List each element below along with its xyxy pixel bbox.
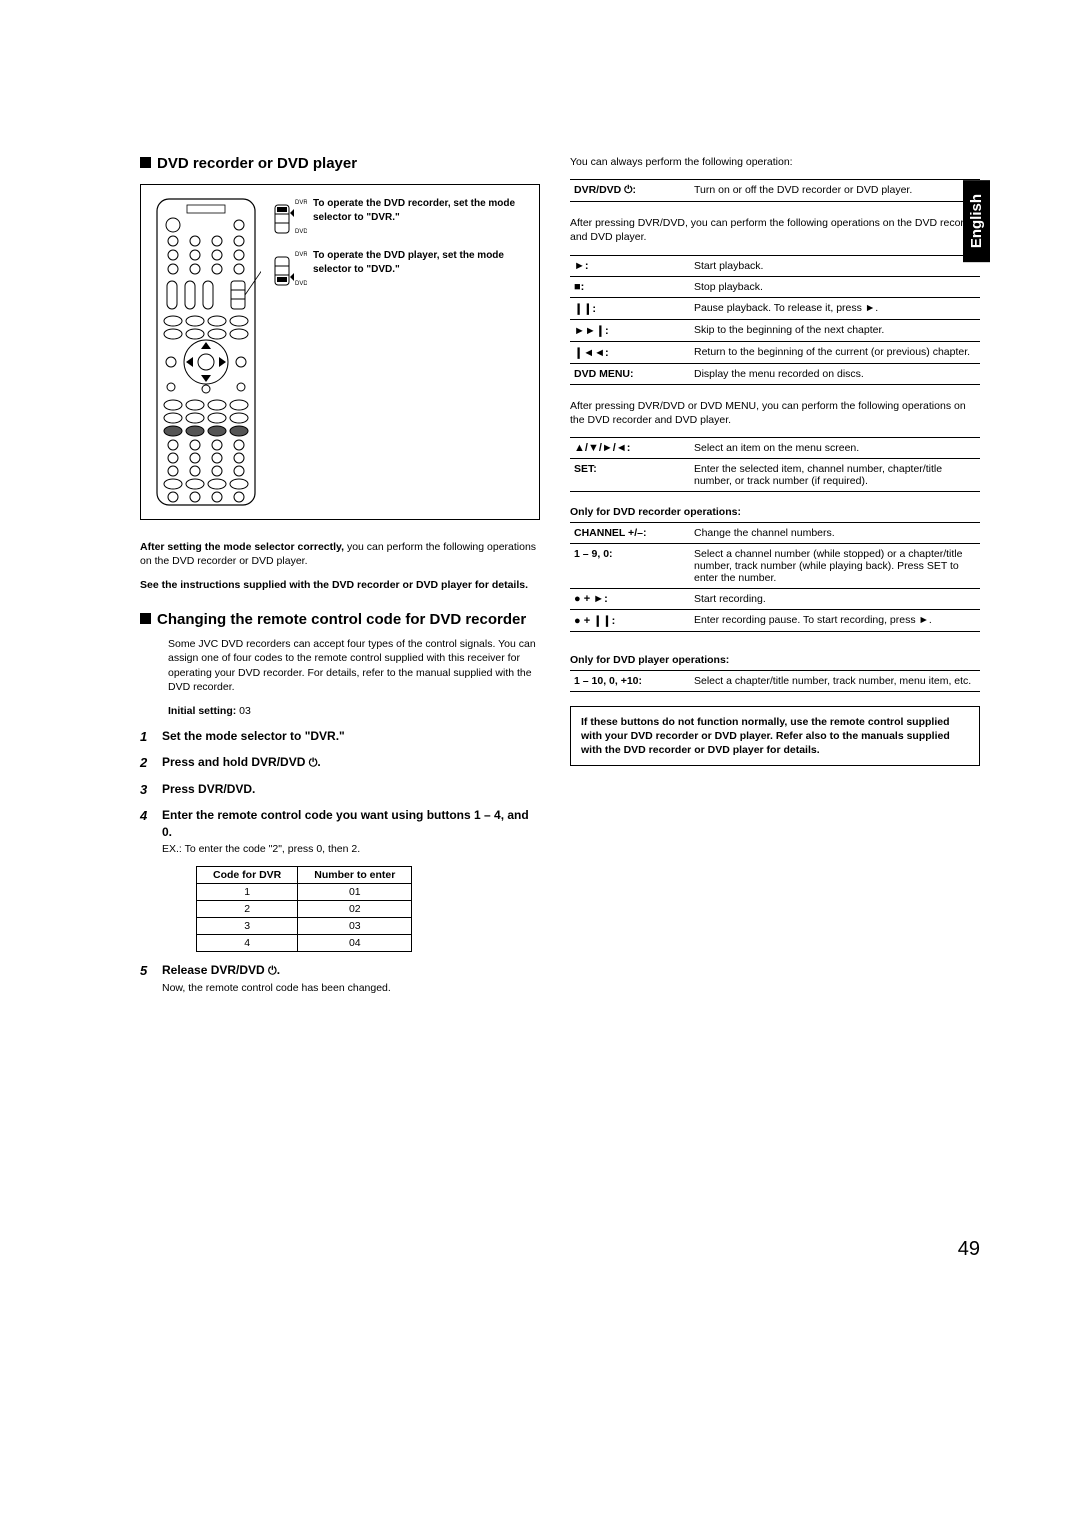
note-box: If these buttons do not function normall… xyxy=(570,706,980,767)
table-row: ● + ►:Start recording. xyxy=(570,588,980,609)
table-row: ❙❙:Pause playback. To release it, press … xyxy=(570,297,980,319)
selector-instruction-dvr: DVR DVD To operate the DVD recorder, set… xyxy=(271,197,529,235)
selector-instruction-dvd: DVR DVD To operate the DVD player, set t… xyxy=(271,249,529,287)
step-3: Press DVR/DVD. xyxy=(140,781,540,797)
code-table: Code for DVRNumber to enter 101 202 303 … xyxy=(196,866,412,952)
table-row: SET:Enter the selected item, channel num… xyxy=(570,458,980,491)
table-row: DVD MENU:Display the menu recorded on di… xyxy=(570,363,980,384)
after-press-text: After pressing DVR/DVD, you can perform … xyxy=(570,216,980,244)
left-column: DVD recorder or DVD player xyxy=(140,155,540,1005)
op-table-4: CHANNEL +/–:Change the channel numbers. … xyxy=(570,522,980,632)
table-row: 404 xyxy=(197,934,412,951)
page-number: 49 xyxy=(958,1238,980,1261)
op-table-2: ►:Start playback. ■:Stop playback. ❙❙:Pa… xyxy=(570,255,980,385)
section-title: DVD recorder or DVD player xyxy=(140,155,540,172)
intro-text: You can always perform the following ope… xyxy=(570,155,980,169)
svg-text:DVR: DVR xyxy=(295,200,307,206)
instruction-text-dvr: To operate the DVD recorder, set the mod… xyxy=(313,197,529,224)
table-row: DVR/DVD ⏻:Turn on or off the DVD recorde… xyxy=(570,180,980,202)
steps-list-cont: Release DVR/DVD ⏻. Now, the remote contr… xyxy=(140,962,540,995)
op-table-1: DVR/DVD ⏻:Turn on or off the DVD recorde… xyxy=(570,179,980,202)
remote-control-icon xyxy=(151,197,261,507)
steps-list: Set the mode selector to "DVR." Press an… xyxy=(140,728,540,856)
remote-instructions: DVR DVD To operate the DVD recorder, set… xyxy=(271,197,529,301)
selector-icon: DVR DVD xyxy=(271,249,307,287)
step-5-sub: Now, the remote control code has been ch… xyxy=(162,981,540,995)
step-4-sub: EX.: To enter the code "2", press 0, the… xyxy=(162,842,540,856)
initial-setting: Initial setting: 03 xyxy=(168,704,540,718)
table-row: 303 xyxy=(197,917,412,934)
remote-diagram-box: DVR DVD To operate the DVD recorder, set… xyxy=(140,184,540,520)
table-row: ● + ❙❙:Enter recording pause. To start r… xyxy=(570,609,980,631)
after-press-menu-text: After pressing DVR/DVD or DVD MENU, you … xyxy=(570,399,980,427)
instruction-text-dvd: To operate the DVD player, set the mode … xyxy=(313,249,529,276)
step-4: Enter the remote control code you want u… xyxy=(140,807,540,856)
change-code-body: Some JVC DVD recorders can accept four t… xyxy=(168,637,540,694)
only-dvd-head: Only for DVD player operations: xyxy=(570,654,980,666)
table-row: ▲/▼/►/◄:Select an item on the menu scree… xyxy=(570,437,980,458)
step-1: Set the mode selector to "DVR." xyxy=(140,728,540,744)
after-setting-text: After setting the mode selector correctl… xyxy=(140,540,540,568)
table-row: 1 – 10, 0, +10:Select a chapter/title nu… xyxy=(570,670,980,691)
power-icon: ⏻ xyxy=(268,965,277,977)
step-5: Release DVR/DVD ⏻. Now, the remote contr… xyxy=(140,962,540,995)
code-table-h1: Code for DVR xyxy=(197,866,298,883)
op-table-5: 1 – 10, 0, +10:Select a chapter/title nu… xyxy=(570,670,980,692)
table-row: 1 – 9, 0:Select a channel number (while … xyxy=(570,543,980,588)
change-code-block: Some JVC DVD recorders can accept four t… xyxy=(140,637,540,718)
step-2: Press and hold DVR/DVD ⏻. xyxy=(140,754,540,771)
svg-text:DVD: DVD xyxy=(295,229,307,235)
svg-text:DVR: DVR xyxy=(295,252,307,258)
language-tab: English xyxy=(963,180,990,262)
code-table-h2: Number to enter xyxy=(298,866,412,883)
table-row: CHANNEL +/–:Change the channel numbers. xyxy=(570,522,980,543)
table-row: ❙◄◄:Return to the beginning of the curre… xyxy=(570,341,980,363)
table-row: ►:Start playback. xyxy=(570,255,980,276)
right-column: You can always perform the following ope… xyxy=(570,155,980,1005)
section-title-text: DVD recorder or DVD player xyxy=(157,155,357,172)
change-code-title: Changing the remote control code for DVD… xyxy=(140,611,540,630)
table-row: ►►❙:Skip to the beginning of the next ch… xyxy=(570,319,980,341)
svg-text:DVD: DVD xyxy=(295,281,307,287)
only-dvr-head: Only for DVD recorder operations: xyxy=(570,506,980,518)
table-row: ■:Stop playback. xyxy=(570,276,980,297)
table-row: 101 xyxy=(197,883,412,900)
op-table-3: ▲/▼/►/◄:Select an item on the menu scree… xyxy=(570,437,980,492)
selector-icon: DVR DVD xyxy=(271,197,307,235)
see-instructions-text: See the instructions supplied with the D… xyxy=(140,578,540,592)
table-row: 202 xyxy=(197,900,412,917)
page-content: DVD recorder or DVD player xyxy=(0,0,1080,1045)
